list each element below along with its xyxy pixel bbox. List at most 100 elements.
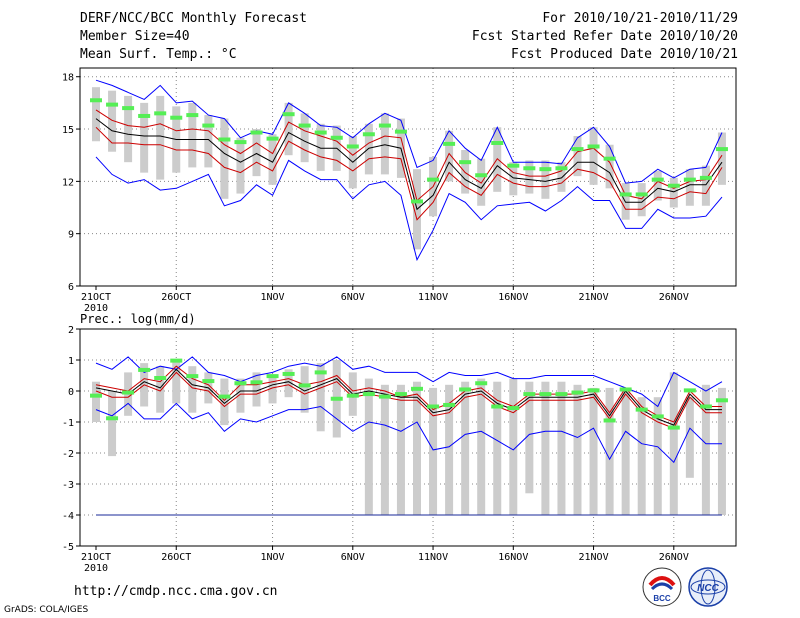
precip-xtick-label: 21OCT: [81, 552, 111, 563]
temp-range-bar: [701, 165, 710, 206]
precip-range-bar: [573, 384, 582, 515]
temp-xtick-label: 26OCT: [161, 292, 191, 303]
chart-title: DERF/NCC/BCC Monthly Forecast: [80, 11, 307, 26]
precip-ensemble-marker: [298, 383, 311, 388]
bcc-logo: BCC: [642, 567, 682, 607]
precip-ytick-label: -4: [62, 511, 74, 522]
temp-range-bar: [557, 162, 566, 192]
variable-label: Mean Surf. Temp.: °C: [80, 47, 237, 62]
precip-range-bar: [300, 366, 309, 413]
precip-xtick-label: 11NOV: [418, 552, 448, 563]
temp-range-bar: [124, 95, 133, 163]
precip-range-bar: [172, 360, 181, 404]
precip-range-bar: [364, 378, 373, 515]
temp-ensemble-marker: [90, 98, 102, 103]
temp-range-bar: [589, 127, 598, 185]
precip-ensemble-marker: [667, 425, 680, 430]
precip-range-bar: [493, 381, 502, 515]
precip-range-bar: [284, 369, 293, 398]
precip-ytick-label: 0: [68, 387, 74, 398]
precip-xtick-label: 16NOV: [498, 552, 528, 563]
precip-ytick-label: 1: [68, 356, 74, 367]
temp-ensemble-marker: [218, 137, 231, 142]
temp-range-bar: [685, 169, 694, 206]
temp-xtick-label: 6NOV: [341, 292, 365, 303]
precip-ensemble-marker: [330, 396, 343, 401]
temp-range-bar: [364, 123, 373, 175]
temp-range-bar: [300, 113, 309, 163]
temp-ytick-label: 15: [62, 125, 74, 136]
precip-range-bar: [220, 378, 229, 426]
temp-xtick-label: 21NOV: [578, 292, 608, 303]
temp-range-bar: [252, 129, 261, 177]
temp-ensemble-marker: [411, 199, 423, 204]
temp-ytick-label: 12: [62, 177, 74, 188]
precip-range-bar: [653, 397, 662, 515]
temp-ensemble-marker: [619, 192, 632, 197]
precip-range-bar: [413, 381, 421, 515]
temp-ensemble-marker: [475, 173, 488, 178]
precip-series-max: [95, 356, 723, 408]
precip-series-min: [95, 402, 722, 464]
precip-range-bar: [316, 363, 325, 432]
precip-ytick-label: -1: [62, 418, 74, 429]
temp-range-bar: [236, 137, 245, 194]
temp-range-bar: [573, 136, 582, 177]
temp-ytick-label: 6: [68, 282, 74, 293]
temp-range-bar: [653, 170, 662, 201]
footer-url[interactable]: http://cmdp.ncc.cma.gov.cn: [74, 584, 278, 599]
precip-range-bar: [685, 397, 694, 478]
temp-range-bar: [717, 132, 726, 185]
precip-series-q75: [95, 365, 722, 423]
temp-ensemble-marker: [282, 112, 295, 117]
precip-ensemble-marker: [378, 394, 391, 399]
precip-ensemble-marker: [314, 370, 327, 375]
grads-credit: GrADS: COLA/IGES: [4, 605, 89, 615]
precip-ensemble-marker: [507, 406, 520, 411]
temp-range-bar: [156, 95, 165, 180]
temp-range-bar: [220, 118, 229, 199]
precip-ensemble-marker: [683, 388, 696, 393]
temp-series-min: [95, 156, 723, 262]
precip-xtick-label: 6NOV: [341, 552, 365, 563]
precip-range-bar: [637, 397, 646, 515]
temp-plot-frame: [79, 67, 737, 287]
precip-ensemble-marker: [282, 371, 295, 376]
temp-xtick-label: 26NOV: [659, 292, 689, 303]
precip-ensemble-marker: [443, 402, 456, 407]
temp-ensemble-marker: [555, 166, 568, 171]
temp-range-bar: [525, 160, 534, 194]
temp-ensemble-marker: [715, 147, 728, 152]
precip-range-bar: [268, 375, 277, 404]
temp-ensemble-marker: [699, 175, 712, 180]
ncc-logo: NCC: [688, 567, 728, 607]
temp-ensemble-marker: [459, 160, 472, 165]
precip-ensemble-marker: [346, 393, 359, 398]
precip-ensemble-marker: [571, 390, 584, 395]
temp-ensemble-marker: [587, 144, 600, 149]
temp-range-bar: [284, 102, 293, 156]
temp-ensemble-marker: [234, 140, 247, 145]
precip-range-bar: [477, 378, 486, 515]
temp-series-max: [95, 79, 723, 184]
temp-xtick-label: 1NOV: [261, 292, 285, 303]
precip-range-bar: [188, 366, 197, 413]
temp-ensemble-marker: [394, 129, 407, 134]
precip-ensemble-marker: [90, 393, 102, 398]
precip-range-bar: [156, 366, 165, 413]
precip-range-bar: [509, 378, 518, 515]
precip-ensemble-marker: [555, 392, 568, 397]
precip-range-bar: [92, 381, 100, 422]
temp-ensemble-marker: [427, 177, 440, 182]
temp-ensemble-marker: [314, 130, 327, 135]
precip-ensemble-marker: [651, 414, 664, 419]
precip-ensemble-marker: [491, 404, 504, 409]
temp-ensemble-marker: [362, 132, 375, 137]
precip-ensemble-marker: [475, 381, 488, 386]
temp-ensemble-marker: [106, 102, 119, 107]
precip-range-bar: [669, 372, 678, 515]
precip-range-bar: [589, 387, 598, 515]
precip-plot-frame: [79, 328, 737, 547]
precip-label: Prec.: log(mm/d): [80, 312, 196, 326]
temp-ytick-label: 9: [68, 230, 74, 241]
